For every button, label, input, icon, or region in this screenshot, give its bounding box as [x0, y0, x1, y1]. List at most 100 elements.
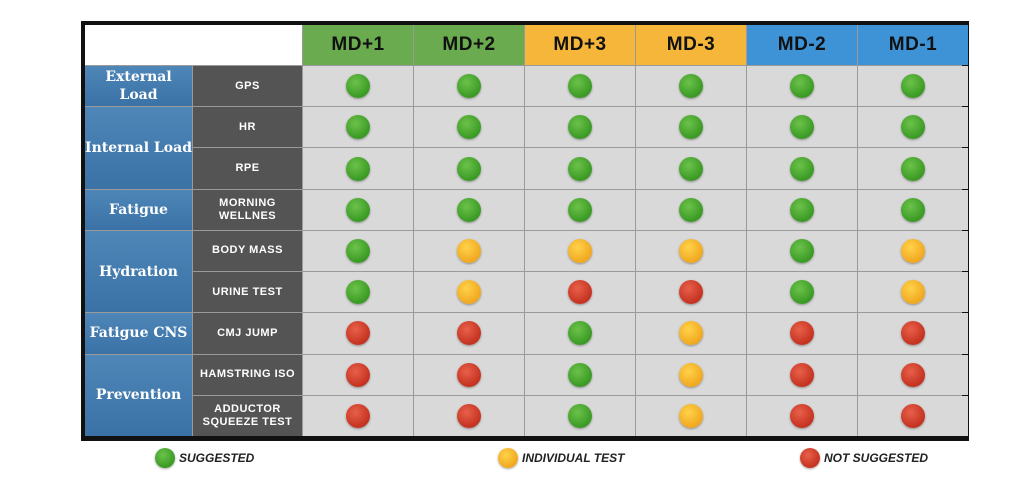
metric-label: RPE	[193, 148, 302, 189]
category-label: External Load	[85, 66, 192, 107]
green-dot-icon	[568, 362, 592, 387]
table-cell	[414, 313, 524, 354]
green-dot-icon	[790, 280, 814, 305]
table-cell	[636, 272, 746, 313]
table-cell	[747, 107, 857, 148]
green-dot-icon	[346, 115, 370, 140]
red-dot-icon	[790, 321, 814, 346]
table-cell	[747, 395, 857, 436]
table-corner	[85, 25, 302, 65]
green-dot-icon	[679, 74, 703, 99]
green-dot-icon	[568, 197, 592, 222]
red-dot-icon	[346, 321, 370, 346]
table-cell	[858, 272, 968, 313]
table-cell	[636, 313, 746, 354]
table-cell	[747, 272, 857, 313]
red-dot-icon	[346, 403, 370, 428]
metric-label: ADDUCTOR SQUEEZE TEST	[193, 395, 302, 436]
green-dot-icon	[457, 197, 481, 222]
table-cell	[525, 66, 635, 107]
table-cell	[747, 354, 857, 395]
yellow-dot-icon	[679, 238, 703, 263]
table-cell	[858, 66, 968, 107]
table-cell	[414, 148, 524, 189]
table-cell	[525, 148, 635, 189]
table-cell	[303, 107, 413, 148]
green-dot-icon	[346, 156, 370, 181]
table-cell	[414, 395, 524, 436]
yellow-dot-icon	[901, 280, 925, 305]
red-dot-icon	[901, 362, 925, 387]
green-dot-icon	[155, 448, 175, 468]
green-dot-icon	[457, 156, 481, 181]
category-label: Hydration	[85, 230, 192, 313]
table-cell	[414, 189, 524, 230]
table-cell	[525, 354, 635, 395]
metric-label: CMJ JUMP	[193, 313, 302, 354]
green-dot-icon	[790, 115, 814, 140]
green-dot-icon	[568, 156, 592, 181]
red-dot-icon	[800, 448, 820, 468]
table-cell	[525, 230, 635, 272]
green-dot-icon	[901, 74, 925, 99]
red-dot-icon	[790, 362, 814, 387]
table-cell	[525, 272, 635, 313]
column-header: MD+3	[525, 25, 635, 65]
table-cell	[747, 148, 857, 189]
category-label: Internal Load	[85, 107, 192, 189]
table-cell	[636, 66, 746, 107]
table-cell	[303, 354, 413, 395]
table-cell	[858, 354, 968, 395]
green-dot-icon	[679, 156, 703, 181]
green-dot-icon	[346, 197, 370, 222]
legend-label: NOT SUGGESTED	[824, 451, 929, 465]
green-dot-icon	[901, 115, 925, 140]
green-dot-icon	[790, 74, 814, 99]
yellow-dot-icon	[568, 238, 592, 263]
table-cell	[747, 189, 857, 230]
legend-suggested: SUGGESTED	[155, 448, 254, 468]
table-cell	[636, 354, 746, 395]
red-dot-icon	[568, 280, 592, 305]
column-header: MD-3	[636, 25, 746, 65]
yellow-dot-icon	[457, 280, 481, 305]
green-dot-icon	[790, 156, 814, 181]
red-dot-icon	[457, 321, 481, 346]
green-dot-icon	[679, 115, 703, 140]
category-label: Fatigue	[85, 189, 192, 230]
table-cell	[858, 313, 968, 354]
table-cell	[414, 354, 524, 395]
red-dot-icon	[457, 362, 481, 387]
green-dot-icon	[901, 156, 925, 181]
column-header: MD-1	[858, 25, 968, 65]
metric-label: MORNING WELLNES	[193, 189, 302, 230]
table-cell	[858, 148, 968, 189]
green-dot-icon	[457, 74, 481, 99]
green-dot-icon	[901, 197, 925, 222]
column-header: MD+1	[303, 25, 413, 65]
table-cell	[303, 395, 413, 436]
metric-label: GPS	[193, 66, 302, 107]
red-dot-icon	[679, 280, 703, 305]
column-header: MD+2	[414, 25, 524, 65]
table-cell	[525, 107, 635, 148]
green-dot-icon	[568, 115, 592, 140]
legend-label: INDIVIDUAL TEST	[522, 451, 625, 465]
table-cell	[636, 107, 746, 148]
yellow-dot-icon	[901, 238, 925, 263]
monitoring-table-frame: MD+1 MD+2 MD+3 MD-3 MD-2 MD-1 External Load Int…	[81, 21, 969, 441]
table-cell	[414, 107, 524, 148]
category-label: Fatigue CNS	[85, 313, 192, 354]
table-cell	[858, 107, 968, 148]
table-cell	[303, 313, 413, 354]
table-cell	[858, 395, 968, 436]
category-label: Prevention	[85, 354, 192, 436]
table-cell	[525, 313, 635, 354]
table-cell	[747, 230, 857, 272]
table-cell	[636, 395, 746, 436]
table-cell	[303, 148, 413, 189]
table-cell	[525, 189, 635, 230]
green-dot-icon	[346, 74, 370, 99]
yellow-dot-icon	[679, 362, 703, 387]
green-dot-icon	[790, 238, 814, 263]
